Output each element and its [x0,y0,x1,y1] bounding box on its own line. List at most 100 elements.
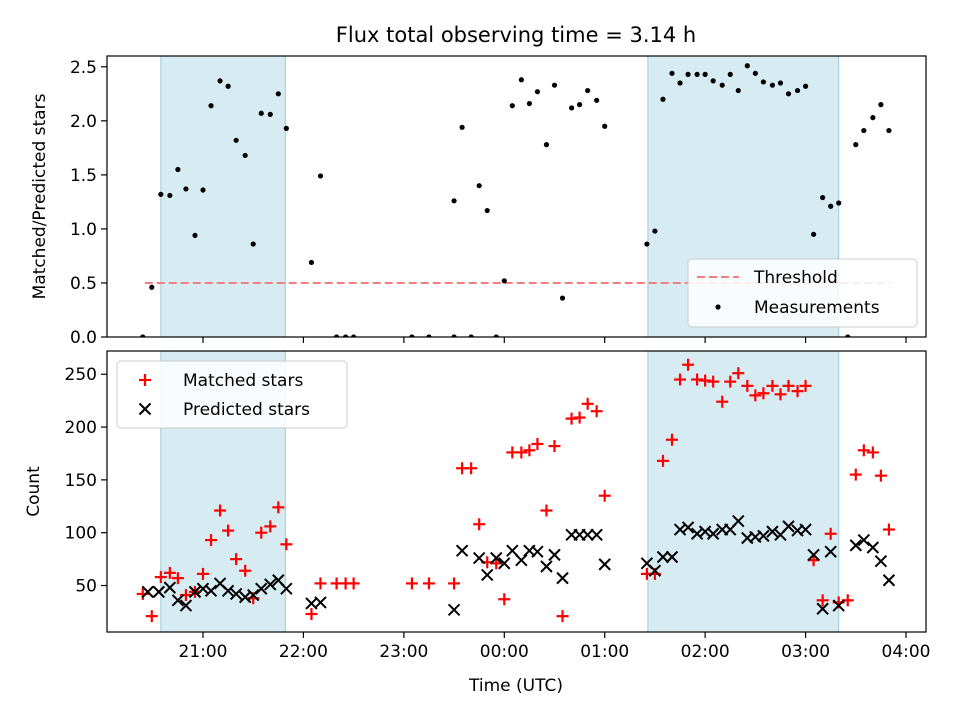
cross-b [857,533,871,547]
measurements-point [409,334,415,337]
cross-b [188,585,202,599]
legend-box [687,258,918,328]
predicted-stars-point [857,533,871,547]
y-tick-label: 250 [65,365,97,385]
cross-b [874,555,888,568]
measurements-point [802,83,809,89]
measurements-point [669,70,675,76]
matched-stars-point [280,538,293,551]
matched-stars-point [674,373,687,386]
measurements-point [518,77,524,83]
measurements-point [785,91,792,97]
matched-stars-point [214,504,227,517]
matched-stars-point [849,468,862,481]
measurements-point [878,102,884,108]
matched-stars-point [573,411,586,424]
cross-b [247,588,260,602]
shaded-interval-2 [647,351,840,632]
matched-stars-point [163,566,176,579]
matched-stars-point [791,385,804,398]
measurements-point [685,71,691,77]
predicted-stars-point [581,528,594,542]
matched-stars-point [716,395,729,408]
predicted-stars-point [824,545,837,558]
measurements-point [476,183,482,189]
measurements-point [719,82,725,88]
cross-b [799,523,812,536]
matched-stars-point [799,379,812,392]
axes-frame [106,55,927,338]
measurements-point [769,82,776,88]
cross-b [556,571,569,585]
cross-b [681,521,695,534]
cross-b [548,548,561,562]
predicted-stars-point [506,544,519,557]
predicted-stars-point [498,557,511,570]
y-tick-label: 1.0 [70,220,97,240]
cross-b [213,577,227,590]
measurements-point [861,127,867,134]
predicted-stars-point [515,553,528,567]
measurements-point [777,80,784,86]
predicted-stars-point [221,584,235,598]
matched-stars-point [347,577,360,590]
measurements-point [820,194,826,201]
x-tick-label: 04:00 [882,642,931,662]
cross-b [656,550,670,564]
predicted-stars-point [656,550,670,564]
legend-measurements-swatch [715,304,721,310]
predicted-stars-point [490,551,503,565]
measurements-point [710,78,716,84]
measurements-point [594,97,600,103]
y-tick-label: 2.5 [70,58,97,78]
cross-b [741,531,754,545]
measurements-point [149,284,155,290]
matched-stars-point [498,593,511,606]
measurements-point [233,137,239,143]
predicted-stars-point [807,548,820,562]
predicted-stars-point [152,585,166,599]
matched-stars-point [590,405,603,418]
measurements-point [568,105,575,111]
predicted-stars-point [556,571,569,585]
y-tick-label: 1.5 [70,166,97,186]
x-tick-label: 01:00 [580,642,629,662]
cross-b [238,590,252,604]
measurements-point [484,207,490,214]
predicted-stars-point [481,568,494,582]
measurements-point [644,241,650,247]
measurements-point [870,115,876,121]
measurements-point [509,103,515,109]
matched-stars-point [666,433,679,446]
cross-b [791,524,804,537]
measurements-point [585,87,591,94]
shaded-interval-1 [160,56,286,337]
predicted-stars-point [540,560,553,573]
cross-b [590,528,603,542]
axes-frame [106,350,927,633]
predicted-stars-point [255,582,268,595]
cross-b [204,584,218,598]
cross-b [280,582,293,595]
measurements-point [727,71,733,77]
x-tick-label: 22:00 [279,642,328,662]
cross-b [163,581,177,594]
matched-stars-point [816,594,829,607]
matched-stars-point [857,444,870,457]
cross-b [648,564,662,577]
measurements-point [459,124,465,130]
measurements-point [559,295,566,301]
cross-b [673,523,687,536]
cross-b [447,603,461,617]
cross-b [824,545,837,558]
cross-b [314,596,327,609]
matched-stars-point [154,571,167,584]
predicted-stars-point [141,585,154,599]
matched-stars-point [465,462,478,475]
matched-stars-point [598,489,611,502]
y-tick-label: 2.0 [70,112,97,132]
cross-b [506,544,519,557]
measurements-point [493,334,499,337]
predicted-stars-point [866,541,880,554]
